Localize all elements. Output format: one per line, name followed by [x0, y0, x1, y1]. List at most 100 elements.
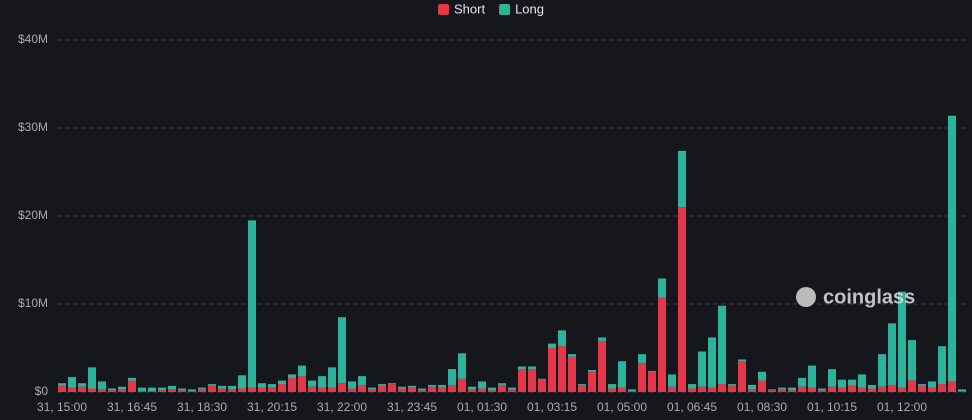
bar-segment [938, 384, 946, 392]
bar-segment [728, 384, 736, 386]
bar-segment [658, 297, 666, 392]
x-tick-label: 31, 15:00 [37, 400, 87, 414]
bar-segment [238, 375, 246, 389]
bar-segment [668, 386, 676, 392]
x-tick-label: 31, 16:45 [107, 400, 157, 414]
bar-segment [958, 389, 966, 392]
bar-segment [68, 377, 76, 388]
legend-label: Long [515, 1, 544, 16]
bar-segment [538, 378, 546, 380]
y-tick-label: $0 [35, 384, 49, 398]
bar-segment [728, 385, 736, 392]
bar-segment [318, 387, 326, 392]
bar-segment [278, 384, 286, 392]
bar-segment [458, 353, 466, 379]
x-tick-label: 01, 08:30 [737, 400, 787, 414]
x-tick-label: 31, 20:15 [247, 400, 297, 414]
bar-segment [688, 384, 696, 389]
bar-segment [588, 371, 596, 392]
x-tick-label: 01, 06:45 [667, 400, 717, 414]
bar-segment [408, 387, 416, 392]
bar-segment [488, 387, 496, 391]
bar-segment [658, 278, 666, 298]
bar-segment [138, 387, 146, 392]
bar-segment [318, 376, 326, 388]
watermark-logo [796, 287, 816, 307]
bar-segment [718, 384, 726, 392]
bar-segment [638, 354, 646, 363]
bar-segment [558, 330, 566, 347]
bar-segment [838, 387, 846, 392]
legend: Short Long [438, 1, 544, 16]
bar-segment [408, 385, 416, 388]
bar-segment [608, 384, 616, 389]
bar-segment [808, 387, 816, 392]
bar-segment [148, 387, 156, 392]
y-tick-label: $40M [18, 32, 48, 46]
x-tick-label: 01, 12:00 [877, 400, 927, 414]
bar-segment [538, 379, 546, 392]
bar-segment [618, 361, 626, 388]
bar-segment [748, 384, 756, 390]
bar-segment [948, 381, 956, 392]
bar-segment [328, 367, 336, 388]
bar-segment [638, 362, 646, 392]
bar-segment [498, 383, 506, 385]
bar-segment [818, 390, 826, 392]
y-tick-label: $10M [18, 296, 48, 310]
y-tick-label: $30M [18, 120, 48, 134]
bar-segment [188, 391, 196, 392]
bar-segment [908, 380, 916, 392]
bar-segment [428, 386, 436, 392]
bar-segment [568, 356, 576, 392]
bar-segment [168, 389, 176, 392]
bar-segment [578, 384, 586, 392]
bar-segment [388, 384, 396, 392]
bar-segment [368, 389, 376, 392]
bar-segment [618, 387, 626, 392]
bar-segment [958, 391, 966, 392]
bar-segment [678, 207, 686, 392]
bar-segment [798, 377, 806, 387]
x-tick-label: 31, 22:00 [317, 400, 367, 414]
bar-segment [788, 390, 796, 392]
bar-segment [648, 370, 656, 372]
bar-segment [488, 390, 496, 392]
bar-segment [58, 385, 66, 392]
bar-segment [918, 385, 926, 392]
bar-segment [758, 371, 766, 381]
bar-segment [688, 388, 696, 392]
bar-segment [598, 337, 606, 341]
bar-segment [508, 389, 516, 392]
bar-segment [528, 369, 536, 392]
bar-segment [448, 369, 456, 385]
x-tick-label: 01, 01:30 [457, 400, 507, 414]
bar-segment [358, 384, 366, 392]
bar-segment [478, 381, 486, 389]
legend-label: Short [454, 1, 485, 16]
bar-segment [138, 391, 146, 392]
watermark-group: coinglass [796, 286, 915, 308]
bar-segment [818, 388, 826, 391]
bar-segment [648, 371, 656, 392]
bar-segment [418, 388, 426, 391]
bar-segment [348, 381, 356, 389]
bar-segment [828, 386, 836, 392]
bar-segment [568, 354, 576, 357]
bar-segment [458, 378, 466, 392]
bar-segment [548, 343, 556, 348]
bar-segment [748, 389, 756, 392]
bar-segment [878, 354, 886, 387]
bar-segment [148, 391, 156, 392]
bar-segment [628, 389, 636, 392]
bar-segment [178, 388, 186, 391]
bar-segment [308, 380, 316, 387]
bar-segment [298, 365, 306, 377]
bar-segment [228, 385, 236, 390]
bar-segment [738, 361, 746, 392]
bar-segment [218, 385, 226, 389]
bar-segment [78, 383, 86, 387]
bar-segment [308, 386, 316, 392]
bar-segment [838, 379, 846, 388]
